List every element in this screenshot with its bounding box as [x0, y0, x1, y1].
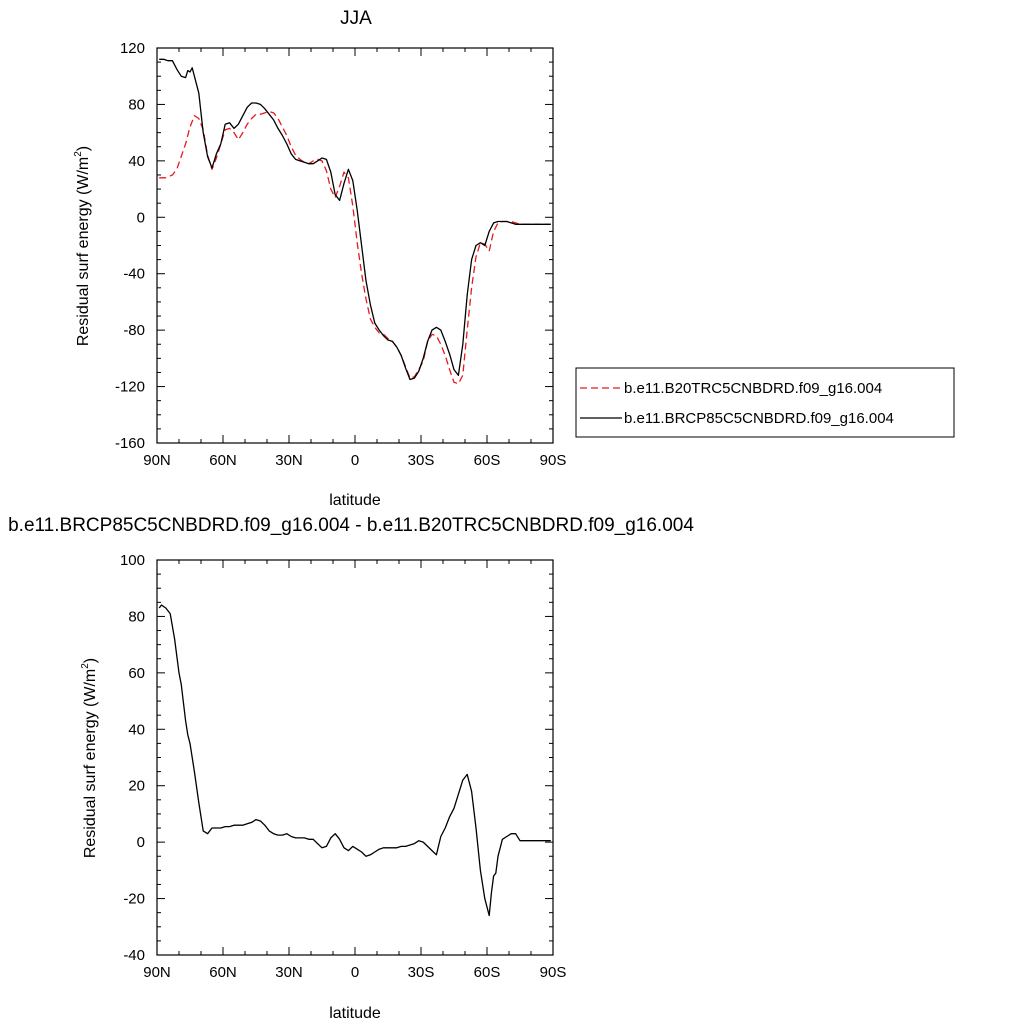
top-ytick-label: -160 [115, 435, 145, 452]
top-chart-xlabel: latitude [329, 492, 381, 509]
bottom-chart-ticks: 90N 60N 30N 0 30S 60S 90S 100 80 60 40 20 0 -20 -40 [120, 552, 566, 981]
bottom-chart-lines [158, 604, 551, 917]
top-series-line-0 [159, 110, 551, 385]
bottom-ytick-label: -20 [123, 891, 145, 908]
bottom-xtick-label: 0 [351, 964, 359, 981]
top-chart: JJA 90N 60N 30N 0 30S 60S 90S 120 80 40 0 -40 -80 -12… [73, 8, 955, 509]
bottom-xtick-label: 30S [408, 964, 435, 981]
legend-label-rcp85: b.e11.BRCP85C5CNBDRD.f09_g16.004 [624, 410, 894, 427]
top-chart-ylabel: Residual surf energy (W/m2) [73, 146, 92, 346]
bottom-ytick-label: 0 [137, 834, 145, 851]
bottom-xtick-label: 90S [540, 964, 567, 981]
bottom-ytick-label: 100 [120, 552, 145, 569]
bottom-xtick-label: 90N [143, 964, 171, 981]
top-ytick-label: 80 [128, 96, 145, 113]
top-xtick-label: 90S [540, 452, 567, 469]
top-chart-frame [156, 47, 554, 444]
top-chart-legend: b.e11.B20TRC5CNBDRD.f09_g16.004 b.e11.BR… [575, 367, 955, 438]
top-xtick-label: 0 [351, 452, 359, 469]
bottom-chart-ylabel: Residual surf energy (W/m2) [80, 658, 99, 858]
bottom-chart-xlabel: latitude [329, 1005, 381, 1022]
top-ytick-label: 0 [137, 209, 145, 226]
legend-label-historical: b.e11.B20TRC5CNBDRD.f09_g16.004 [624, 380, 882, 397]
top-ytick-label: 120 [120, 40, 145, 57]
bottom-chart-title: b.e11.BRCP85C5CNBDRD.f09_g16.004 - b.e11… [8, 515, 694, 536]
bottom-ytick-label: 60 [128, 665, 145, 682]
top-series-line-1 [159, 58, 551, 381]
top-ylabel-close: ) [75, 146, 92, 151]
bottom-chart: b.e11.BRCP85C5CNBDRD.f09_g16.004 - b.e11… [8, 515, 694, 1022]
top-xtick-label: 60S [474, 452, 501, 469]
top-ytick-label: -80 [123, 322, 145, 339]
legend-box [575, 367, 955, 438]
top-ytick-label: 40 [128, 153, 145, 170]
top-chart-ticks: 90N 60N 30N 0 30S 60S 90S 120 80 40 0 -40 -80 -120 -16… [115, 40, 566, 469]
top-ylabel-main: Residual surf energy (W/m [75, 157, 92, 346]
top-xtick-label: 90N [143, 452, 171, 469]
top-ylabel-sup: 2 [73, 151, 84, 157]
top-ytick-label: -40 [123, 266, 145, 283]
top-xtick-label: 30N [275, 452, 303, 469]
bottom-ytick-label: 40 [128, 721, 145, 738]
top-xtick-label: 30S [408, 452, 435, 469]
top-chart-title: JJA [340, 8, 372, 29]
bottom-xtick-label: 60N [209, 964, 237, 981]
bottom-ytick-label: -40 [123, 947, 145, 964]
bottom-ytick-label: 80 [128, 608, 145, 625]
bottom-ylabel-main: Residual surf energy (W/m [82, 669, 99, 858]
bottom-ylabel-close: ) [82, 658, 99, 663]
bottom-ylabel-sup: 2 [80, 663, 91, 669]
bottom-xtick-label: 60S [474, 964, 501, 981]
bottom-series-line-0 [158, 604, 551, 917]
top-chart-lines [159, 58, 551, 385]
bottom-chart-frame [156, 559, 554, 956]
top-xtick-label: 60N [209, 452, 237, 469]
bottom-xtick-label: 30N [275, 964, 303, 981]
bottom-ytick-label: 20 [128, 778, 145, 795]
top-ytick-label: -120 [115, 379, 145, 396]
